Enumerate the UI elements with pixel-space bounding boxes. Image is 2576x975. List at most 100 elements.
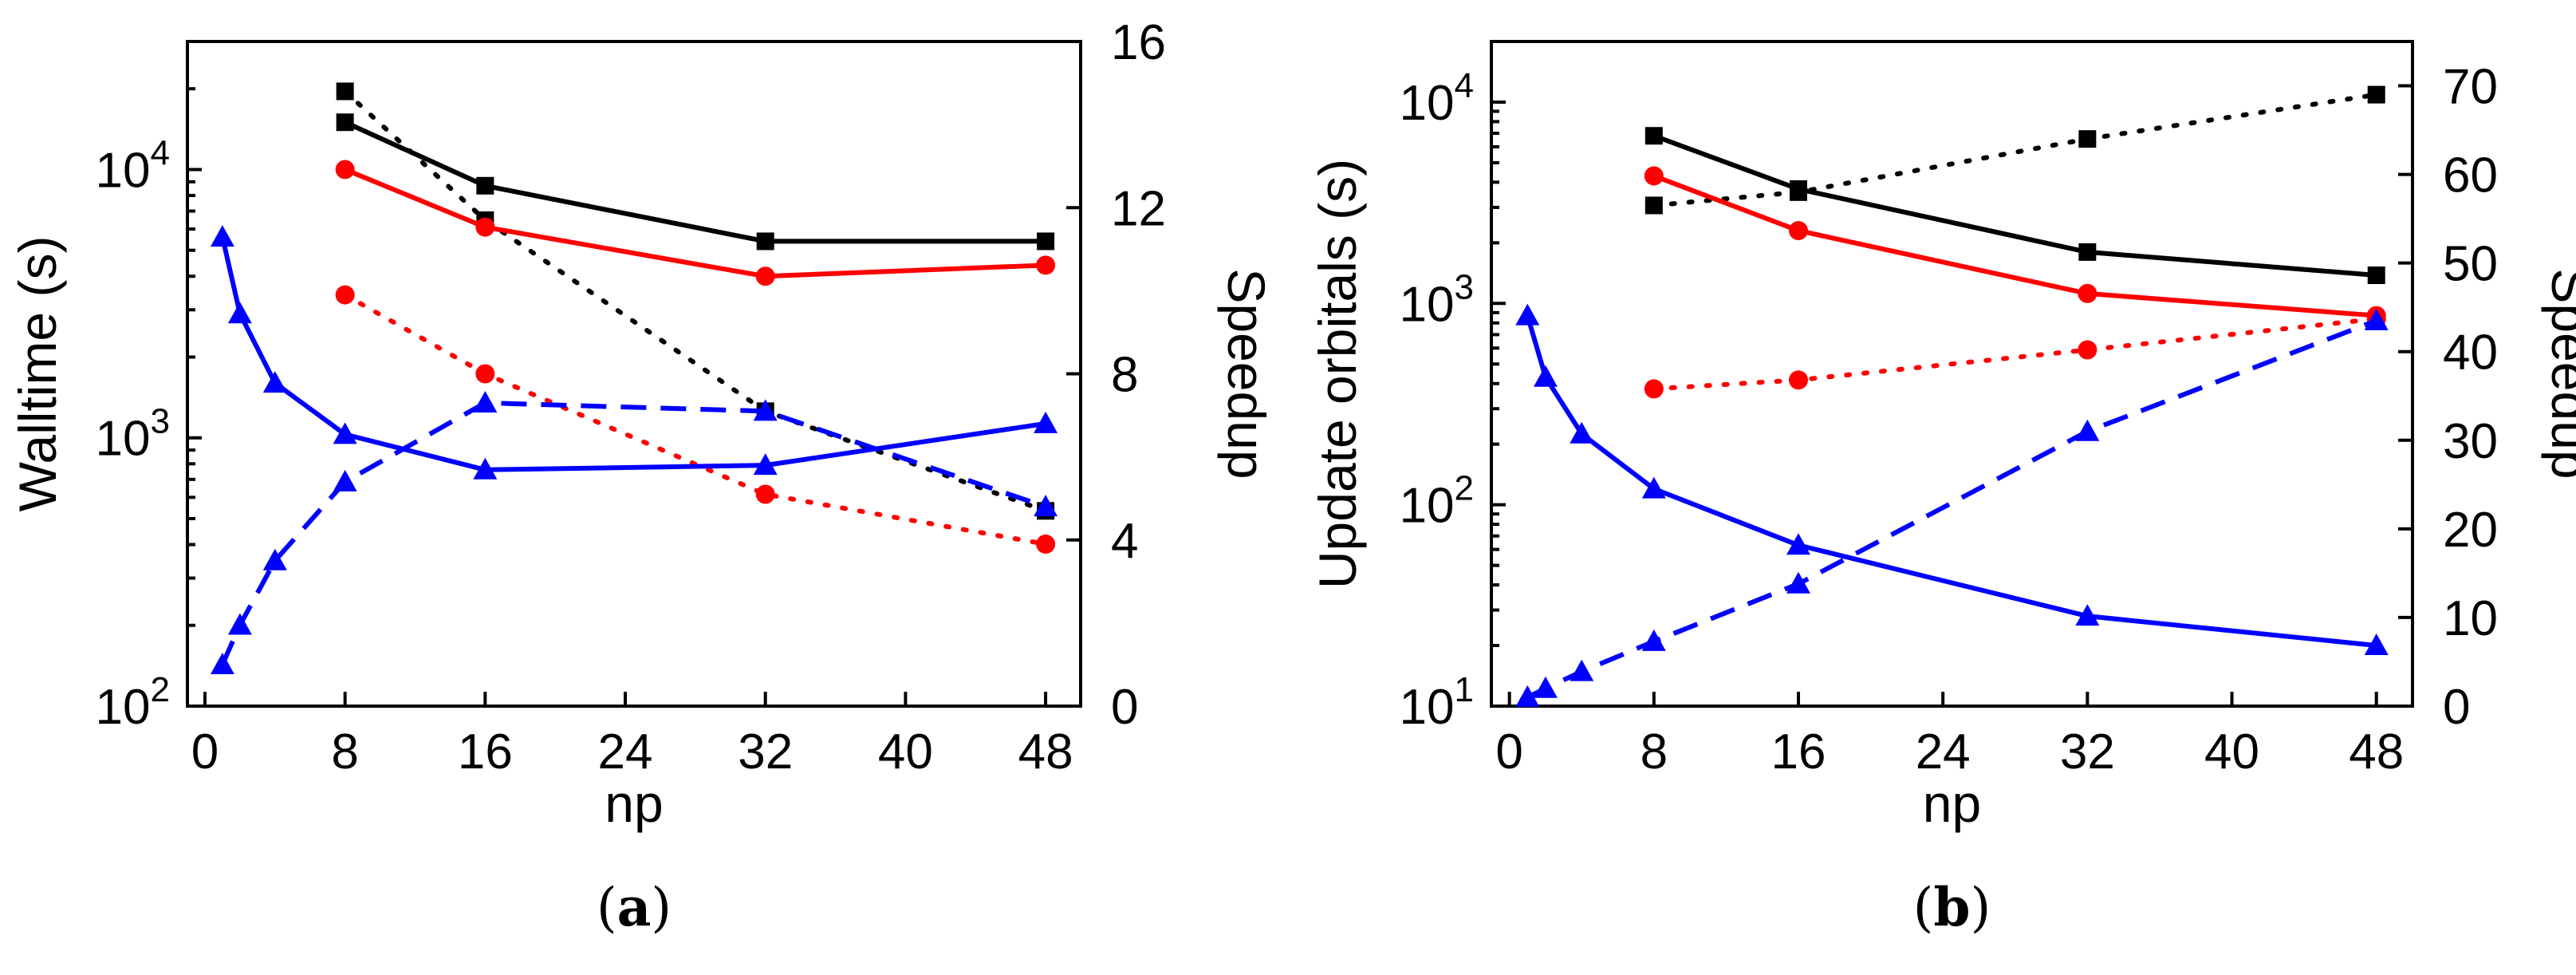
tick-exponent: 2 [1455,469,1474,508]
y-left-tick-label: 104 [96,133,170,198]
series-line [344,167,1046,279]
data-point-square [1644,196,1663,215]
y-right-tick-label: 40 [2443,326,2498,381]
data-point-triangle [1515,685,1540,707]
data-point-circle [1789,221,1808,241]
tick-exponent: 4 [1455,66,1474,105]
panel-label-letter: b [1933,876,1970,938]
panel-label-open: ( [1913,877,1934,938]
x-tick-label: 8 [331,724,358,780]
tick-exponent: 3 [151,402,170,441]
panel-label-close: ) [651,877,672,938]
x-axis-title: np [605,774,663,833]
y-right-tick-label: 50 [2443,237,2498,292]
series-red-solid-left [1644,166,2386,326]
y-left-tick-label: 101 [1400,670,1474,735]
y-right-tick-label: 20 [2443,503,2498,558]
data-point-circle [1789,370,1808,390]
data-point-triangle [473,390,498,412]
series-red-dotted-right [1644,309,2386,399]
series-black-dotted-right [336,82,1055,520]
data-point-square [336,113,354,132]
panel-label-open: ( [597,877,617,938]
x-tick-label: 48 [1018,724,1073,780]
y-left-axis-title: Update orbitals (s) [1308,159,1367,589]
y-right-tick-label: 30 [2443,414,2498,469]
data-point-square [2078,243,2097,261]
y-right-tick-label: 16 [1111,15,1166,70]
y-right-axis-title: Speedup [2541,268,2576,479]
data-point-circle [335,285,355,305]
series-black-dotted-right [1644,85,2385,215]
data-point-triangle [2075,419,2100,441]
series-blue-solid-left [1515,303,2389,656]
tick-exponent: 3 [1455,267,1474,306]
series-blue-dashed-right [1515,308,2389,707]
x-tick-label: 32 [2060,724,2115,780]
data-point-triangle [2364,634,2389,656]
data-point-triangle [227,613,252,635]
data-point-triangle [1034,495,1058,517]
x-tick-label: 0 [191,724,219,780]
data-point-square [1644,127,1663,145]
data-point-square [756,232,774,251]
series-black-solid-left [1644,127,2385,285]
y-left-tick-label: 102 [1400,469,1474,534]
y-right-tick-label: 12 [1111,181,1166,236]
data-point-circle [1644,379,1664,399]
data-point-triangle [1641,629,1666,651]
data-point-square [476,176,494,195]
data-point-triangle [1533,365,1558,387]
y-left-tick-label: 103 [96,402,170,467]
panel-label-close: ) [1971,877,1991,938]
tick-base: 10 [1400,277,1455,332]
data-point-triangle [1786,533,1810,555]
series-red-dotted-right [335,285,1056,554]
y-left-tick-label: 103 [1400,267,1474,332]
x-tick-label: 0 [1495,724,1522,780]
plot-frame [1490,40,2414,708]
series-black-solid-left [336,113,1055,251]
data-point-triangle [210,225,234,247]
data-point-circle [1036,534,1056,554]
data-point-triangle [262,548,287,570]
panel-label-letter: a [617,876,652,938]
y-right-tick-label: 8 [1111,348,1138,403]
data-point-triangle [1515,303,1540,326]
data-point-circle [475,364,495,384]
series-red-solid-left [335,160,1056,286]
plot-frame [186,40,1082,708]
series-line [1652,173,2377,318]
data-point-triangle [1570,421,1594,444]
data-point-circle [1644,166,1664,186]
y-right-tick-label: 0 [2443,680,2470,735]
tick-exponent: 2 [151,670,170,709]
data-point-triangle [473,457,498,480]
data-point-circle [755,266,775,286]
data-point-square [2367,266,2385,285]
data-point-triangle [1034,411,1058,433]
series-line [1651,92,2379,208]
data-point-triangle [262,371,287,393]
data-point-circle [755,484,775,504]
data-point-square [2078,130,2097,148]
data-point-square [1037,232,1055,251]
x-tick-label: 40 [878,724,933,780]
y-right-axis-title: Speedup [1217,268,1276,479]
x-tick-label: 8 [1641,724,1668,780]
tick-base: 10 [1400,680,1455,735]
y-left-axis-title: Walltime (s) [8,236,67,512]
series-line [1652,133,2377,278]
tick-base: 10 [96,143,151,198]
x-tick-label: 40 [2204,724,2259,780]
x-tick-label: 48 [2349,724,2404,780]
tick-exponent: 4 [151,133,170,172]
series-line [1651,316,2379,392]
x-tick-label: 24 [1916,724,1971,780]
data-point-circle [1036,255,1056,275]
y-right-tick-label: 60 [2443,148,2498,203]
series-line [344,120,1046,244]
y-left-tick-label: 102 [96,670,170,735]
